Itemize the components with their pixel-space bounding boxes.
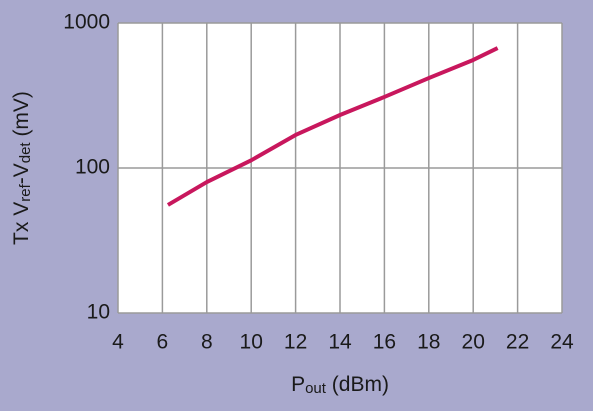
y-label-part: det (17, 142, 34, 164)
x-tick-label: 22 (506, 331, 529, 354)
x-tick-label: 24 (550, 331, 574, 354)
y-tick-label: 10 (87, 301, 110, 324)
x-label-part: out (305, 380, 327, 397)
x-tick-label: 6 (157, 331, 169, 354)
x-tick-label: 16 (373, 331, 396, 354)
x-label-part: (dBm) (326, 373, 389, 396)
x-tick-label: 4 (112, 331, 124, 354)
x-tick-label: 14 (328, 331, 352, 354)
data-line (166, 46, 499, 207)
y-label-part: Tx V (10, 202, 33, 245)
y-tick-label: 1000 (63, 11, 110, 34)
y-label-part: (mV) (10, 91, 33, 142)
x-axis-label: Pout (dBm) (291, 373, 389, 398)
y-axis-label: Tx Vref-Vdet (mV) (10, 91, 35, 245)
y-label-part: -V (10, 163, 33, 184)
x-tick-label: 12 (284, 331, 307, 354)
y-tick-label: 100 (75, 156, 110, 179)
x-tick-label: 8 (201, 331, 213, 354)
x-tick-label: 20 (462, 331, 485, 354)
x-tick-label: 18 (417, 331, 440, 354)
x-label-part: P (291, 373, 305, 396)
y-label-part: ref (17, 183, 34, 201)
x-tick-label: 10 (240, 331, 263, 354)
